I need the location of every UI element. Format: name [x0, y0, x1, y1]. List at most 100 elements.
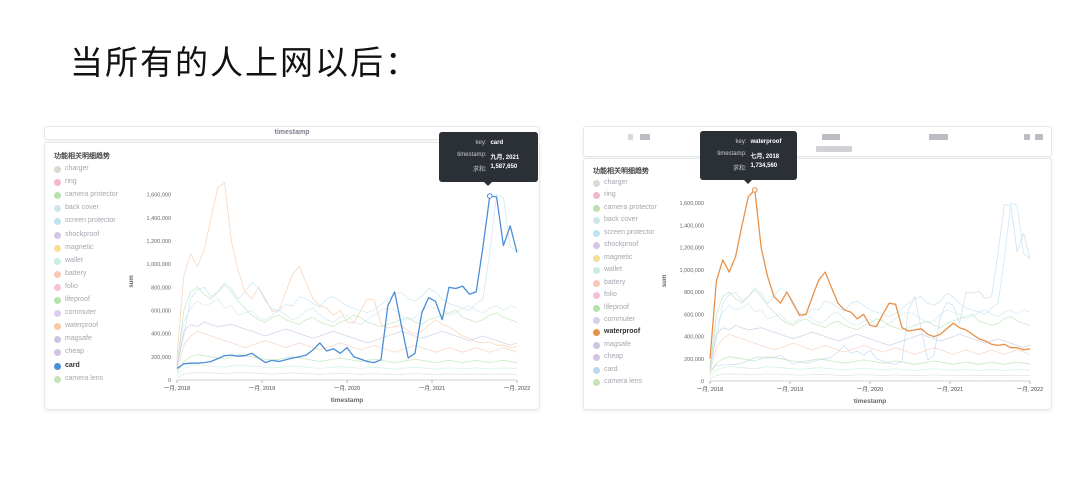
blurred-tab	[1024, 134, 1030, 140]
y-tick-label: 1,600,000	[147, 193, 171, 199]
legend-swatch	[54, 375, 61, 383]
legend-label: cheap	[604, 353, 624, 361]
right-tooltip: key: waterproof timestamp: 七月, 2018 求和: 1,7…	[700, 131, 797, 184]
right-chart-title: 功能相关明细趋势	[593, 168, 649, 175]
legend-swatch	[54, 179, 61, 187]
right-line-chart: 0 200,000 400,000 600,000 800,000 1,000,000 1,…	[662, 187, 1043, 405]
legend-label: waterproof	[604, 328, 641, 336]
legend-swatch	[593, 366, 600, 374]
legend-label: shockproof	[604, 241, 639, 249]
tt-ts-value: 七月, 2018	[750, 154, 780, 160]
tt-ts-label: timestamp:	[717, 151, 747, 157]
legend-label: screen protector	[604, 228, 655, 236]
hover-point-marker[interactable]	[487, 193, 493, 199]
series-line-waterproof[interactable]	[176, 182, 518, 357]
hover-point-marker[interactable]	[752, 187, 758, 193]
legend-swatch	[54, 231, 61, 239]
legend-swatch	[593, 229, 600, 237]
series-line-screen-protector[interactable]	[709, 202, 1031, 364]
legend-swatch	[54, 257, 61, 265]
series-line-lifeproof[interactable]	[176, 354, 518, 374]
y-tick-label: 200,000	[151, 355, 171, 361]
y-tick-label: 600,000	[684, 312, 704, 318]
blurred-tab	[640, 134, 650, 140]
legend-swatch	[54, 270, 61, 278]
series-line-charger[interactable]	[709, 373, 1031, 380]
legend-label: cheap	[65, 348, 85, 356]
series-line-card[interactable]	[176, 195, 518, 369]
legend-label: wallet	[604, 266, 622, 274]
tt-sum-value: 1,587,650	[490, 164, 518, 170]
y-tick-label: 1,000,000	[680, 268, 704, 274]
y-tick-label: 800,000	[151, 285, 171, 291]
series-line-back-cover[interactable]	[176, 298, 518, 364]
series-line-camera-protector[interactable]	[709, 289, 1031, 368]
blurred-tab	[816, 146, 852, 152]
legend-swatch	[54, 205, 61, 213]
x-tick-label: 一月, 2022	[1017, 386, 1043, 393]
series-line-waterproof[interactable]	[709, 189, 1031, 359]
y-axis-title: sum	[662, 275, 668, 287]
y-tick-label: 1,200,000	[680, 246, 704, 252]
legend-label: screen protector	[65, 217, 116, 225]
left-top-bar-label: timestamp	[274, 129, 310, 136]
legend-label: magnetic	[65, 243, 94, 251]
series-line-camera-protector[interactable]	[176, 284, 518, 367]
legend-label: camera lens	[604, 378, 643, 386]
legend-label: lifeproof	[604, 303, 629, 311]
tt-key-label: key:	[475, 140, 487, 146]
legend-label: magnetic	[604, 253, 633, 261]
legend-swatch	[593, 316, 600, 324]
y-tick-label: 600,000	[151, 308, 171, 314]
series-line-battery[interactable]	[709, 333, 1031, 373]
tt-sum-label: 求和:	[732, 166, 747, 172]
y-tick-label: 0	[701, 379, 704, 385]
series-line-charger[interactable]	[176, 372, 518, 379]
legend-label: folio	[604, 291, 617, 299]
legend-swatch	[54, 349, 61, 357]
legend-swatch	[54, 166, 61, 173]
right-top-bar	[583, 126, 1052, 157]
legend-label: waterproof	[65, 322, 99, 330]
legend-label: shockproof	[65, 230, 100, 238]
right-chart-card: 功能相关明细趋势 charger ring camera protector back…	[583, 158, 1052, 410]
series-line-magsafe[interactable]	[176, 321, 518, 369]
blurred-tab	[822, 134, 840, 140]
legend-swatch	[593, 279, 600, 287]
series-line-wallet[interactable]	[709, 366, 1031, 377]
y-tick-label: 0	[168, 378, 171, 384]
series-line-magsafe[interactable]	[709, 325, 1031, 370]
series-line-back-cover[interactable]	[709, 302, 1031, 366]
y-tick-label: 200,000	[684, 357, 704, 363]
legend-swatch	[593, 254, 600, 262]
legend-swatch	[54, 283, 61, 291]
left-line-chart: 0 200,000 400,000 600,000 800,000 1,000,000 1,…	[129, 182, 530, 404]
legend-swatch	[54, 192, 61, 200]
tt-ts-label: timestamp:	[457, 152, 487, 158]
legend-swatch	[54, 218, 61, 226]
x-tick-label: 一月, 2018	[164, 385, 190, 392]
legend-swatch	[54, 244, 61, 252]
series-line-battery[interactable]	[176, 330, 518, 371]
y-tick-label: 400,000	[151, 332, 171, 338]
tt-key-label: key:	[735, 139, 747, 145]
legend-label: ring	[604, 191, 616, 199]
y-tick-label: 1,400,000	[147, 216, 171, 222]
series-line-card[interactable]	[709, 204, 1031, 371]
legend-swatch	[593, 304, 600, 312]
legend-swatch	[593, 379, 600, 387]
legend-label: folio	[65, 282, 78, 290]
series-line-lifeproof[interactable]	[709, 356, 1031, 375]
legend-label: camera protector	[65, 191, 118, 199]
legend-label: charger	[65, 165, 89, 172]
legend-label: card	[604, 365, 618, 373]
x-tick-label: 一月, 2018	[697, 386, 723, 393]
legend-label: card	[65, 361, 80, 369]
x-tick-label: 一月, 2020	[857, 386, 883, 393]
y-tick-label: 1,600,000	[680, 201, 704, 207]
series-line-screen-protector[interactable]	[176, 194, 518, 362]
y-tick-label: 1,000,000	[147, 262, 171, 268]
y-tick-label: 1,200,000	[147, 239, 171, 245]
tt-ts-value: 九月, 2021	[490, 155, 520, 161]
series-line-wallet[interactable]	[176, 364, 518, 376]
